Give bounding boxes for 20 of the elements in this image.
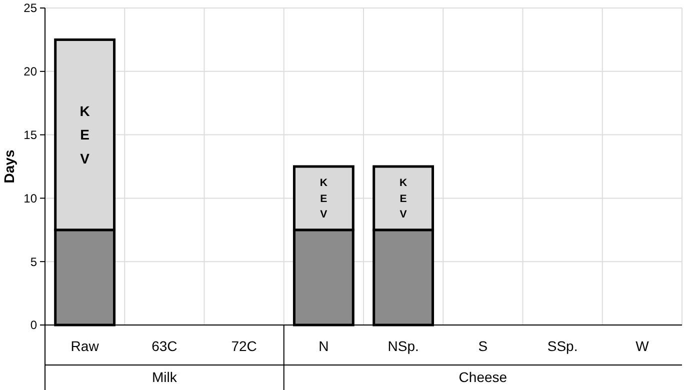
x-tick-label: 72C <box>231 338 257 354</box>
y-tick-label: 20 <box>24 64 38 79</box>
x-tick-label: W <box>636 338 650 354</box>
y-tick-label: 15 <box>24 128 38 142</box>
x-tick-label: NSp. <box>388 338 419 354</box>
text: Cheese <box>458 369 508 385</box>
y-tick-label: 10 <box>24 191 38 206</box>
y-tick-label: 5 <box>30 254 38 269</box>
x-tick-label: S <box>478 338 488 354</box>
annotation: K E V <box>80 102 90 166</box>
x-tick-label: 63C <box>152 338 178 354</box>
annotation: K E V <box>320 177 328 221</box>
x-tick-label: N <box>318 338 329 354</box>
x-tick-label: Raw <box>70 338 100 354</box>
text: Milk <box>152 369 178 385</box>
x-tick-label: SSp. <box>547 338 578 354</box>
y-tick-label: 25 <box>24 1 38 16</box>
y-tick-label: 0 <box>30 318 38 332</box>
y-axis-title: Days <box>1 150 17 184</box>
annotation: K E V <box>400 177 408 221</box>
